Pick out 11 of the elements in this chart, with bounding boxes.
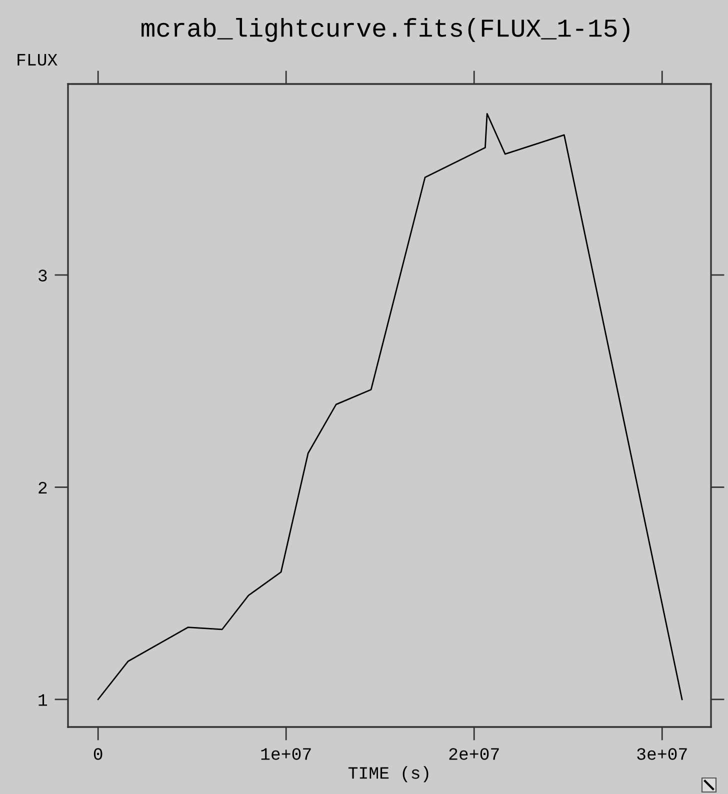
x-tick-label: 0 <box>94 748 102 760</box>
x-axis-title: TIME (s) <box>348 766 428 782</box>
x-tick-label: 1e+07 <box>261 748 311 760</box>
x-tick-label: 2e+07 <box>449 748 499 760</box>
y-tick-label: 1 <box>38 694 48 706</box>
chart-title: mcrab_lightcurve.fits(FLUX_1-15) <box>142 18 630 42</box>
line-series <box>97 113 683 700</box>
x-tick-label: 3e+07 <box>637 748 687 760</box>
y-tick-label: 3 <box>38 270 47 282</box>
y-axis-title: FLUX <box>18 54 58 66</box>
y-tick-label: 2 <box>38 482 47 494</box>
